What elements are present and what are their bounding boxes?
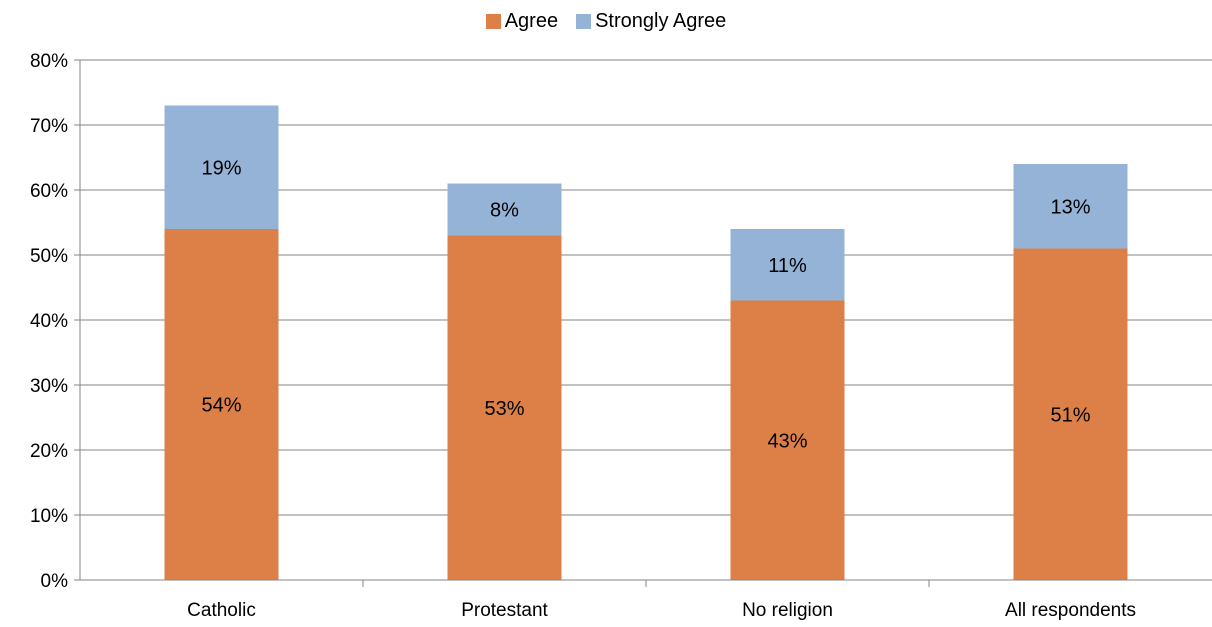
y-tick-label: 30% xyxy=(30,376,68,397)
legend-label-strongly-agree: Strongly Agree xyxy=(595,10,727,32)
legend-item-agree: Agree xyxy=(485,10,559,33)
labels: 0% 10% 20% 30% 40% 50% 60% 70% 80% 54% 19% Catholic… xyxy=(30,51,1136,621)
bars xyxy=(164,105,1128,580)
bar-segment-strongly-agree xyxy=(1013,164,1128,249)
legend-label-agree: Agree xyxy=(504,10,559,32)
legend-swatch-agree xyxy=(485,14,501,29)
bar-segment-strongly-agree xyxy=(447,183,562,236)
bar-segment-strongly-agree xyxy=(730,229,845,301)
bar-segment-agree xyxy=(730,300,845,580)
bar-segment-strongly-agree xyxy=(164,105,279,229)
data-label: 19% xyxy=(201,157,241,179)
chart-legend: Agree Strongly Agree xyxy=(0,10,1212,33)
y-tick-label: 10% xyxy=(30,506,68,527)
y-tick-label: 80% xyxy=(30,51,68,72)
x-category-label: No religion xyxy=(742,600,833,621)
bar-segment-agree xyxy=(164,229,279,580)
axes xyxy=(74,59,1212,587)
data-label: 43% xyxy=(767,430,807,452)
legend-item-strongly-agree: Strongly Agree xyxy=(576,10,726,33)
x-category-label: Catholic xyxy=(187,600,256,621)
data-label: 13% xyxy=(1050,196,1090,218)
data-label: 8% xyxy=(490,200,519,222)
bar-segment-agree xyxy=(1013,248,1128,580)
data-label: 11% xyxy=(768,255,807,277)
data-label: 53% xyxy=(484,398,524,420)
bar-segment-agree xyxy=(447,235,562,580)
y-tick-label: 20% xyxy=(30,441,68,462)
y-tick-label: 40% xyxy=(30,311,68,332)
data-label: 54% xyxy=(201,395,241,417)
legend-swatch-strongly-agree xyxy=(576,14,592,29)
y-tick-label: 70% xyxy=(30,116,68,137)
y-tick-label: 0% xyxy=(41,571,69,592)
y-tick-label: 60% xyxy=(30,181,68,202)
x-category-label: All respondents xyxy=(1005,600,1136,621)
x-category-label: Protestant xyxy=(461,600,548,621)
y-tick-label: 50% xyxy=(30,246,68,267)
data-label: 51% xyxy=(1050,404,1090,426)
